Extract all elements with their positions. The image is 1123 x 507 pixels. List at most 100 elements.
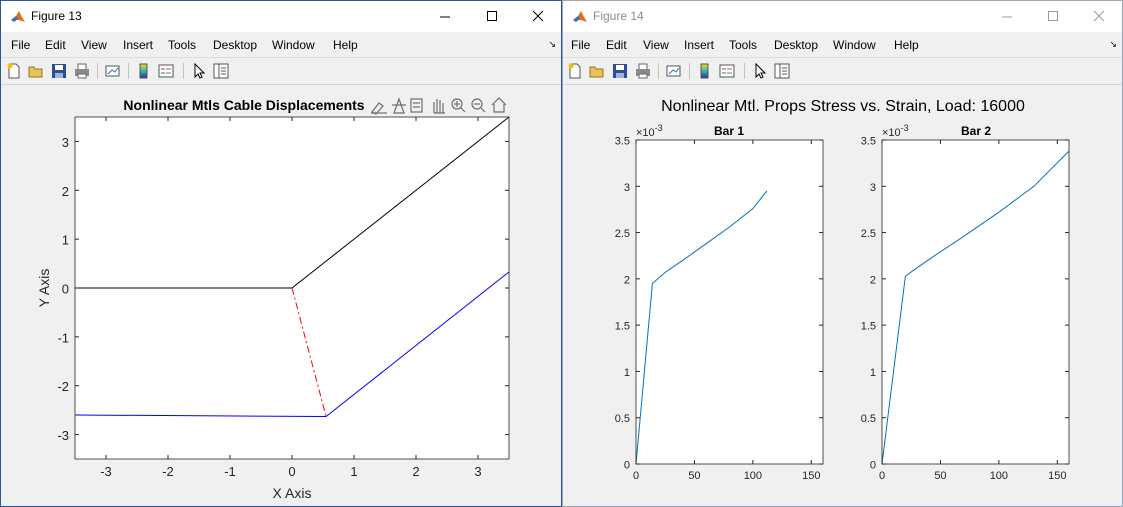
link-plot-icon[interactable] (665, 62, 683, 80)
title-bar[interactable]: Figure 14 (563, 1, 1122, 32)
series-line-1 (635, 190, 768, 465)
open-file-icon[interactable] (27, 62, 45, 80)
insert-colorbar-icon[interactable] (135, 62, 153, 80)
x-tick-label: -1 (224, 464, 236, 479)
property-inspector-icon[interactable] (212, 62, 230, 80)
print-icon[interactable] (73, 62, 91, 80)
dock-arrow-icon[interactable]: ↘ (548, 39, 556, 49)
y-tick-label: 0.5 (861, 413, 876, 425)
stress-strain-charts: Nonlinear Mtl. Props Stress vs. Strain, … (615, 98, 1070, 482)
menu-desktop[interactable]: Desktop (774, 38, 819, 52)
y-tick-label: 1.5 (861, 321, 876, 333)
y-axis-label: Y Axis (36, 269, 52, 308)
menu-edit[interactable]: Edit (606, 38, 627, 52)
minimize-button[interactable] (422, 3, 468, 31)
menu-file[interactable]: File (11, 38, 31, 52)
link-plot-icon[interactable] (104, 62, 122, 80)
series-line-1 (881, 150, 1070, 465)
brush-icon[interactable] (371, 102, 387, 115)
menu-view[interactable]: View (643, 38, 669, 52)
print-icon[interactable] (634, 62, 652, 80)
edit-plot-icon[interactable] (751, 62, 769, 80)
menu-view[interactable]: View (81, 38, 107, 52)
x-tick-label: 1 (350, 464, 357, 479)
menu-tools[interactable]: Tools (168, 38, 197, 52)
data-cursor-icon[interactable] (392, 97, 406, 114)
close-icon (1093, 10, 1105, 22)
y-tick-label: 0 (62, 282, 69, 297)
menu-desktop[interactable]: Desktop (213, 38, 258, 52)
toolbar-separator (128, 63, 129, 79)
dock-arrow-icon[interactable]: ↘ (1109, 39, 1117, 49)
minimize-button[interactable] (984, 3, 1030, 31)
y-tick-label: 3.5 (861, 136, 876, 148)
minimize-icon (440, 16, 450, 18)
subplot-title: Bar 2 (961, 124, 991, 138)
y-tick-label: 1 (62, 233, 69, 248)
x-tick-label: 50 (688, 470, 700, 482)
axis-exponent: ×10-3 (636, 123, 663, 139)
menu-edit[interactable]: Edit (45, 38, 66, 52)
insert-colorbar-icon[interactable] (696, 62, 714, 80)
x-tick-label: 150 (802, 470, 820, 482)
subplot-title: Bar 1 (714, 124, 744, 138)
title-bar[interactable]: Figure 13 (1, 1, 561, 32)
property-inspector-icon[interactable] (773, 62, 791, 80)
figure-toolbar (563, 57, 1122, 85)
bar-2-subplot: Bar 2 ×10-3 0 50 100 150 0 0.5 1 1.5 2 2.5 3 3.5 (861, 123, 1070, 482)
matlab-icon (572, 9, 588, 25)
save-icon[interactable] (50, 62, 68, 80)
new-figure-icon[interactable] (5, 62, 23, 80)
x-tick-label: 3 (474, 464, 481, 479)
y-tick-label: 1 (624, 367, 630, 379)
x-tick-label: -3 (100, 464, 112, 479)
save-icon[interactable] (611, 62, 629, 80)
y-tick-label: 3 (870, 182, 876, 194)
edit-plot-icon[interactable] (190, 62, 208, 80)
zoom-in-icon[interactable] (451, 98, 466, 113)
axes-group: 0 50 100 150 0 0.5 1 1.5 2 2.5 3 3.5 (861, 136, 1070, 482)
x-tick-label: 0 (879, 470, 885, 482)
insert-legend-icon[interactable] (718, 62, 736, 80)
y-tick-label: 3 (62, 135, 69, 150)
figure-14-window: Figure 14 File Edit View Insert Tools De… (562, 0, 1123, 507)
menu-file[interactable]: File (571, 38, 591, 52)
menu-help[interactable]: Help (894, 38, 919, 52)
x-tick-label: 100 (990, 470, 1008, 482)
insert-legend-icon[interactable] (157, 62, 175, 80)
axes-frame (635, 139, 824, 465)
x-tick-label: 150 (1048, 470, 1066, 482)
close-button[interactable] (1076, 3, 1122, 31)
close-button[interactable] (515, 3, 561, 31)
toolbar-separator (744, 63, 745, 79)
zoom-out-icon[interactable] (471, 98, 486, 113)
maximize-button[interactable] (1030, 3, 1076, 31)
y-tick-label: 0 (624, 460, 630, 472)
y-tick-label: 2 (870, 274, 876, 286)
y-tick-label: 2.5 (615, 228, 630, 240)
minimize-icon (1002, 16, 1012, 18)
window-title: Figure 13 (31, 9, 82, 23)
maximize-button[interactable] (469, 3, 515, 31)
menu-tools[interactable]: Tools (729, 38, 758, 52)
export-icon[interactable] (410, 98, 423, 113)
menu-insert[interactable]: Insert (123, 38, 154, 52)
open-file-icon[interactable] (588, 62, 606, 80)
window-title: Figure 14 (593, 9, 644, 23)
y-tick-label: 2 (62, 184, 69, 199)
series-group (74, 116, 510, 418)
menu-window[interactable]: Window (272, 38, 315, 52)
menu-help[interactable]: Help (333, 38, 358, 52)
x-tick-label: 2 (412, 464, 419, 479)
new-figure-icon[interactable] (566, 62, 584, 80)
x-tick-label: 50 (934, 470, 946, 482)
axes-group: 0 50 100 150 0 0.5 1 1.5 2 2.5 3 3.5 (615, 136, 824, 482)
home-icon[interactable] (491, 97, 507, 113)
chart-title: Nonlinear Mtls Cable Displacements (123, 97, 364, 113)
pan-icon[interactable] (433, 99, 445, 114)
y-tick-label: 0 (870, 460, 876, 472)
figure-area: Nonlinear Mtls Cable Displacements -3 -2-… (1, 85, 561, 506)
menu-window[interactable]: Window (833, 38, 876, 52)
menu-insert[interactable]: Insert (684, 38, 715, 52)
y-tick-label: 2 (624, 274, 630, 286)
